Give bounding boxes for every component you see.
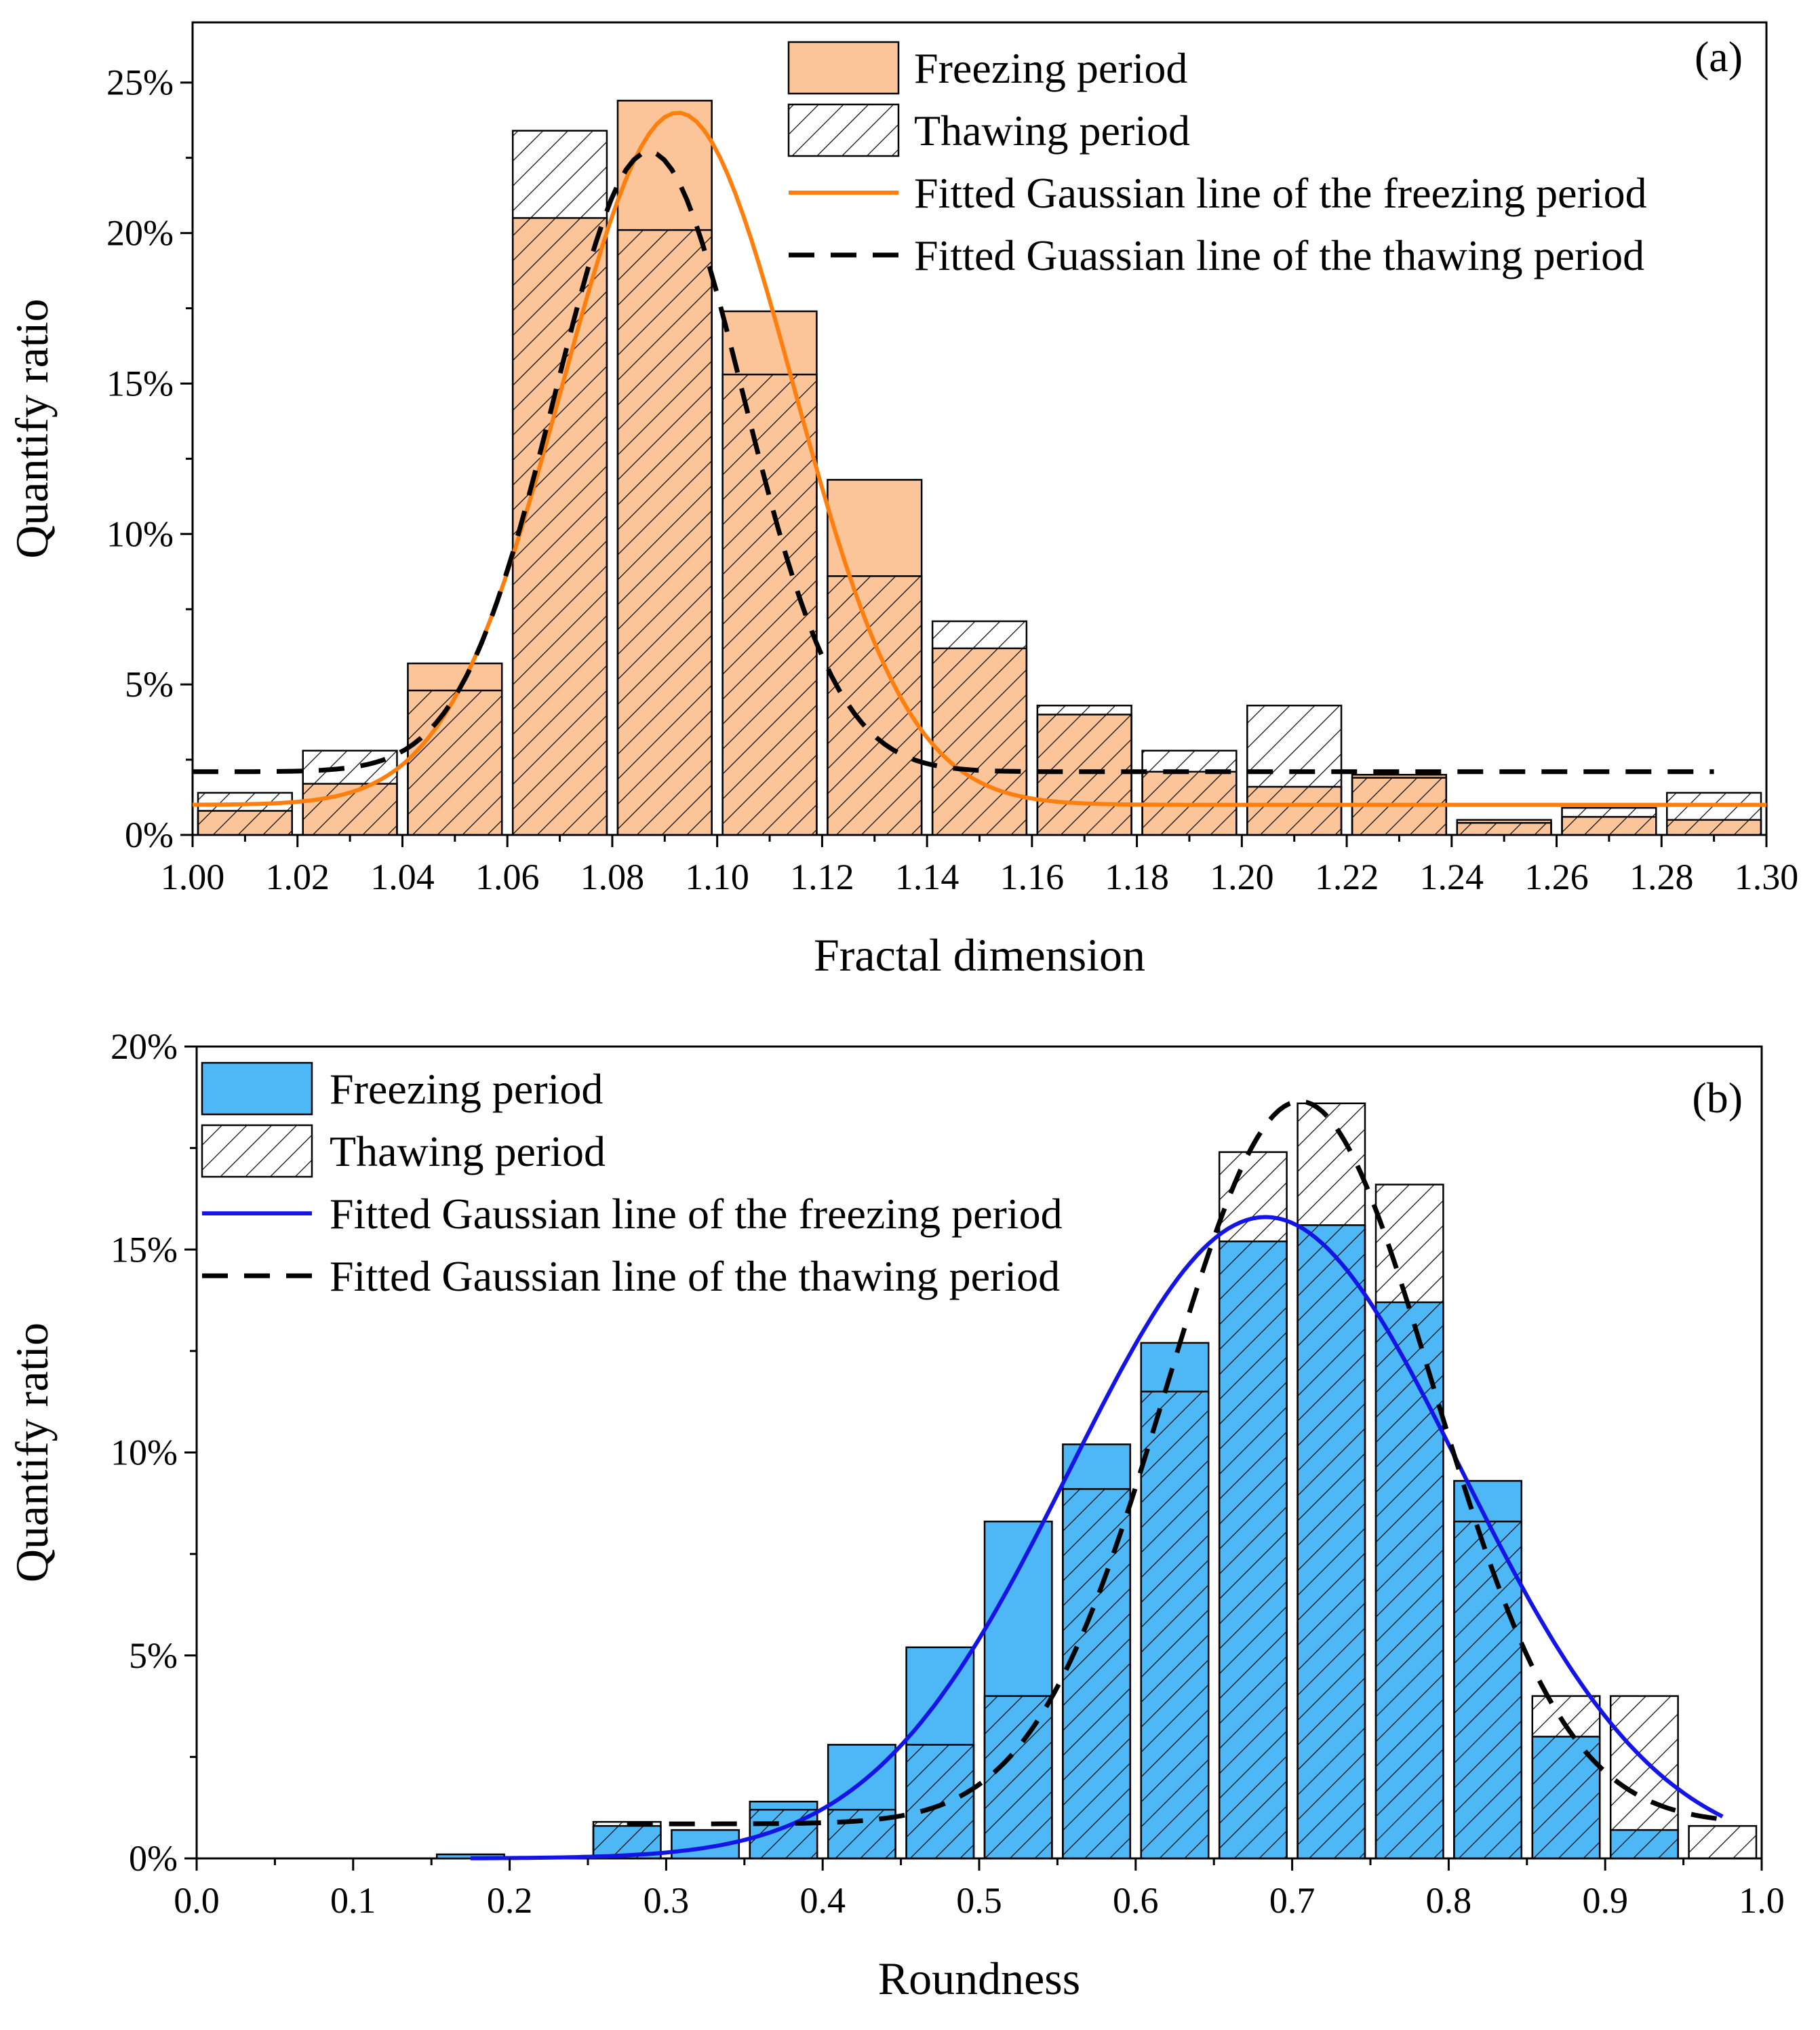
legend-label: Fitted Gaussian line of the freezing per… bbox=[914, 169, 1647, 217]
x-tick-label: 1.04 bbox=[370, 857, 435, 897]
thawing-bar bbox=[1561, 806, 1657, 836]
x-tick-label: 1.30 bbox=[1735, 857, 1799, 897]
thawing-gaussian-line bbox=[193, 149, 1714, 775]
thawing-bar bbox=[1062, 1488, 1132, 1860]
x-tick-label: 0.4 bbox=[799, 1880, 846, 1921]
legend-label: Freezing period bbox=[914, 44, 1187, 92]
legend-thawing-swatch bbox=[787, 103, 900, 157]
y-tick-label: 25% bbox=[106, 62, 174, 103]
thawing-bar bbox=[1453, 1520, 1523, 1860]
y-tick-label: 0% bbox=[125, 815, 174, 855]
x-tick-label: 0.7 bbox=[1269, 1880, 1315, 1921]
x-tick-label: 0.2 bbox=[487, 1880, 533, 1921]
thawing-bar bbox=[1374, 1184, 1444, 1860]
x-tick-label: 1.26 bbox=[1524, 857, 1589, 897]
x-tick-label: 1.22 bbox=[1315, 857, 1379, 897]
x-tick-label: 0.1 bbox=[330, 1880, 376, 1921]
thawing-bar bbox=[905, 1744, 975, 1860]
x-tick-label: 1.20 bbox=[1210, 857, 1274, 897]
y-tick-label: 10% bbox=[111, 1432, 178, 1473]
legend-freezing-swatch bbox=[201, 1061, 313, 1116]
y-tick-label: 5% bbox=[125, 664, 174, 705]
legend-label: Thawing period bbox=[914, 106, 1190, 155]
x-tick-label: 1.16 bbox=[1000, 857, 1065, 897]
x-tick-label: 1.12 bbox=[790, 857, 854, 897]
x-tick-label: 0.9 bbox=[1582, 1880, 1628, 1921]
x-tick-label: 0.0 bbox=[174, 1880, 220, 1921]
legend-label: Fitted Gaussian line of the thawing peri… bbox=[330, 1252, 1060, 1300]
panel-label: (a) bbox=[1695, 33, 1743, 81]
legend-label: Fitted Guassian line of the thawing peri… bbox=[914, 231, 1644, 279]
x-tick-label: 0.3 bbox=[644, 1880, 690, 1921]
x-tick-label: 0.5 bbox=[956, 1880, 1002, 1921]
y-axis-title: Quantify ratio bbox=[6, 1323, 58, 1582]
thawing-gaussian-line bbox=[627, 1099, 1723, 1827]
thawing-bar bbox=[616, 229, 713, 836]
legend-thawing-swatch bbox=[201, 1124, 313, 1178]
thawing-bar bbox=[1688, 1824, 1758, 1860]
x-tick-label: 1.10 bbox=[685, 857, 749, 897]
legend-label: Fitted Gaussian line of the freezing per… bbox=[330, 1190, 1063, 1238]
thawing-bar bbox=[931, 620, 1028, 836]
x-tick-label: 1.02 bbox=[265, 857, 330, 897]
y-tick-label: 15% bbox=[106, 363, 174, 404]
thawing-bar bbox=[1140, 1390, 1210, 1860]
x-tick-label: 0.8 bbox=[1426, 1880, 1472, 1921]
y-tick-label: 10% bbox=[106, 513, 174, 554]
thawing-bar bbox=[511, 130, 608, 836]
legend-label: Thawing period bbox=[330, 1127, 606, 1175]
thawing-bar bbox=[1218, 1151, 1288, 1860]
thawing-bar bbox=[983, 1695, 1053, 1860]
y-tick-label: 20% bbox=[111, 1026, 178, 1067]
freezing-gaussian-line bbox=[470, 1215, 1724, 1860]
y-tick-label: 20% bbox=[106, 213, 174, 254]
thawing-bar bbox=[1609, 1695, 1679, 1860]
thawing-bar bbox=[1531, 1695, 1601, 1860]
y-axis-title: Quantify ratio bbox=[6, 298, 58, 558]
thawing-bar bbox=[1297, 1102, 1366, 1860]
panel-label: (b) bbox=[1692, 1074, 1743, 1122]
thawing-bar bbox=[1456, 822, 1552, 836]
x-tick-label: 1.14 bbox=[895, 857, 960, 897]
y-tick-label: 5% bbox=[129, 1635, 178, 1676]
thawing-bar bbox=[1666, 792, 1762, 836]
thawing-bar bbox=[197, 792, 293, 836]
y-tick-label: 0% bbox=[129, 1838, 178, 1879]
x-axis-title: Fractal dimension bbox=[814, 929, 1145, 981]
x-tick-label: 1.0 bbox=[1739, 1880, 1785, 1921]
freezing-gaussian-line bbox=[192, 111, 1766, 807]
x-tick-label: 1.08 bbox=[580, 857, 645, 897]
legend-freezing-swatch bbox=[787, 41, 900, 95]
x-tick-label: 1.18 bbox=[1105, 857, 1169, 897]
panel-a-chart: 1.00 1.02 1.04 1.06 1.08 1.10 1.12 1.14 1.16 1.18… bbox=[6, 21, 1799, 981]
x-tick-label: 1.06 bbox=[475, 857, 540, 897]
x-axis-title: Roundness bbox=[878, 1953, 1080, 2004]
panel-b-chart: 0.0 0.1 0.2 0.3 0.4 0.5 0.6 0.7 0.8 0.9 1.0 0% 5% 10%… bbox=[6, 1026, 1785, 2004]
thawing-bar bbox=[1141, 749, 1238, 836]
thawing-bar bbox=[407, 689, 503, 836]
x-tick-label: 1.28 bbox=[1629, 857, 1694, 897]
legend-label: Freezing period bbox=[330, 1065, 603, 1113]
x-tick-label: 0.6 bbox=[1113, 1880, 1159, 1921]
y-tick-label: 15% bbox=[111, 1229, 178, 1270]
x-tick-label: 1.00 bbox=[161, 857, 225, 897]
x-tick-label: 1.24 bbox=[1420, 857, 1484, 897]
